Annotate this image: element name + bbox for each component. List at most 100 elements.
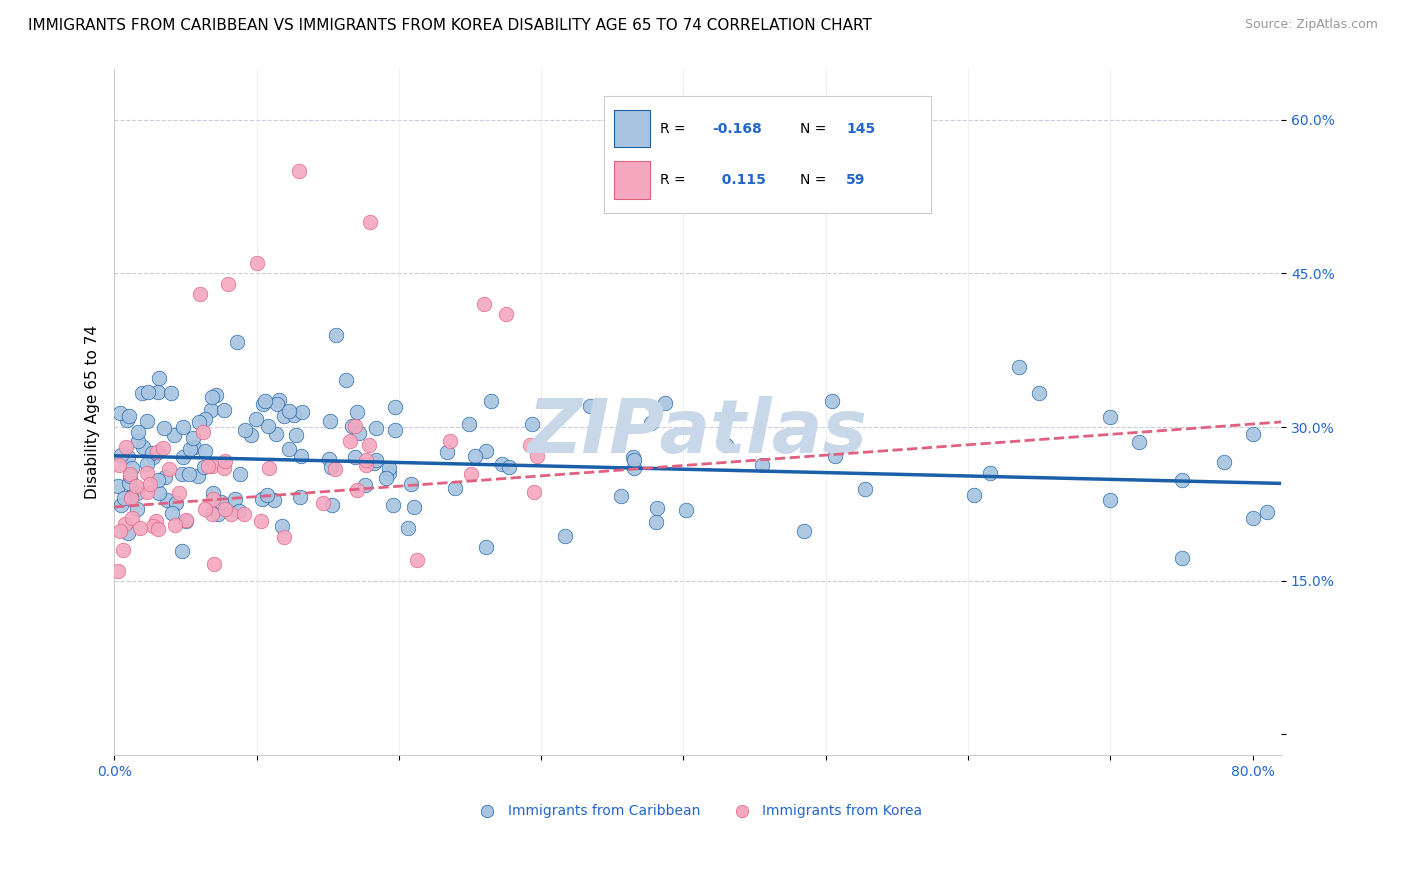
Point: [357, 438, 380, 452]
Point: [290, 449, 312, 463]
Point: [177, 467, 200, 481]
Point: [202, 485, 225, 500]
Point: [475, 443, 498, 458]
Point: [436, 444, 458, 458]
Point: [464, 449, 486, 463]
Point: [460, 467, 482, 481]
Point: [240, 427, 263, 442]
Point: [404, 500, 426, 514]
Point: [498, 459, 520, 474]
Point: [108, 406, 131, 420]
Point: [472, 297, 495, 311]
Point: [323, 462, 346, 476]
Point: [645, 515, 668, 529]
Point: [264, 426, 287, 441]
Text: ZIPatlas: ZIPatlas: [527, 396, 868, 469]
Point: [188, 415, 211, 429]
Point: [359, 215, 381, 229]
Point: [136, 384, 159, 399]
Point: [623, 453, 645, 467]
Point: [396, 520, 419, 534]
Point: [174, 514, 197, 528]
Point: [335, 373, 357, 387]
Point: [127, 425, 149, 439]
Point: [202, 557, 225, 571]
Point: [284, 428, 307, 442]
Point: [1213, 455, 1236, 469]
Point: [188, 286, 211, 301]
Point: [233, 507, 256, 521]
Point: [479, 394, 502, 409]
Point: [115, 413, 138, 427]
Point: [205, 388, 228, 402]
Point: [108, 524, 131, 538]
Point: [283, 408, 305, 422]
Point: [201, 508, 224, 522]
Point: [136, 484, 159, 499]
Point: [363, 457, 385, 471]
Point: [675, 503, 697, 517]
Point: [245, 256, 267, 270]
Point: [125, 478, 148, 492]
Point: [146, 385, 169, 400]
Text: Source: ZipAtlas.com: Source: ZipAtlas.com: [1244, 18, 1378, 31]
Point: [128, 521, 150, 535]
Point: [291, 405, 314, 419]
Point: [174, 514, 197, 528]
Point: [112, 491, 135, 505]
Point: [120, 490, 142, 504]
Point: [159, 385, 181, 400]
Point: [495, 307, 517, 321]
Point: [169, 485, 191, 500]
Point: [135, 414, 157, 428]
Point: [273, 409, 295, 424]
Point: [250, 514, 273, 528]
Point: [202, 492, 225, 507]
Point: [640, 416, 662, 430]
Point: [821, 393, 844, 408]
Point: [257, 418, 280, 433]
Point: [340, 418, 363, 433]
Point: [181, 431, 204, 445]
Point: [117, 526, 139, 541]
Point: [214, 501, 236, 516]
Point: [1170, 474, 1192, 488]
Point: [1099, 492, 1122, 507]
Point: [197, 459, 219, 474]
Point: [136, 457, 159, 471]
Point: [212, 403, 235, 417]
Point: [290, 491, 312, 505]
Point: [115, 440, 138, 454]
Point: [349, 425, 371, 440]
Point: [146, 445, 169, 459]
Point: [157, 462, 180, 476]
Point: [209, 495, 232, 509]
Point: [193, 460, 215, 475]
Point: [751, 458, 773, 473]
Point: [226, 334, 249, 349]
Point: [110, 449, 132, 463]
Point: [156, 493, 179, 508]
Point: [152, 441, 174, 455]
Point: [217, 277, 239, 291]
Point: [384, 400, 406, 414]
Point: [1128, 434, 1150, 449]
Point: [172, 420, 194, 434]
Point: [406, 553, 429, 567]
Point: [714, 438, 737, 452]
Point: [179, 442, 201, 457]
Point: [118, 468, 141, 483]
Point: [963, 488, 986, 502]
Point: [120, 491, 142, 506]
Point: [165, 496, 187, 510]
Point: [321, 498, 343, 512]
Point: [121, 461, 143, 475]
Point: [194, 502, 217, 516]
Point: [146, 473, 169, 487]
Point: [120, 467, 142, 482]
Point: [170, 543, 193, 558]
Point: [318, 414, 340, 428]
Legend: Immigrants from Caribbean, Immigrants from Korea: Immigrants from Caribbean, Immigrants fr…: [467, 798, 928, 823]
Point: [444, 482, 467, 496]
Point: [824, 450, 846, 464]
